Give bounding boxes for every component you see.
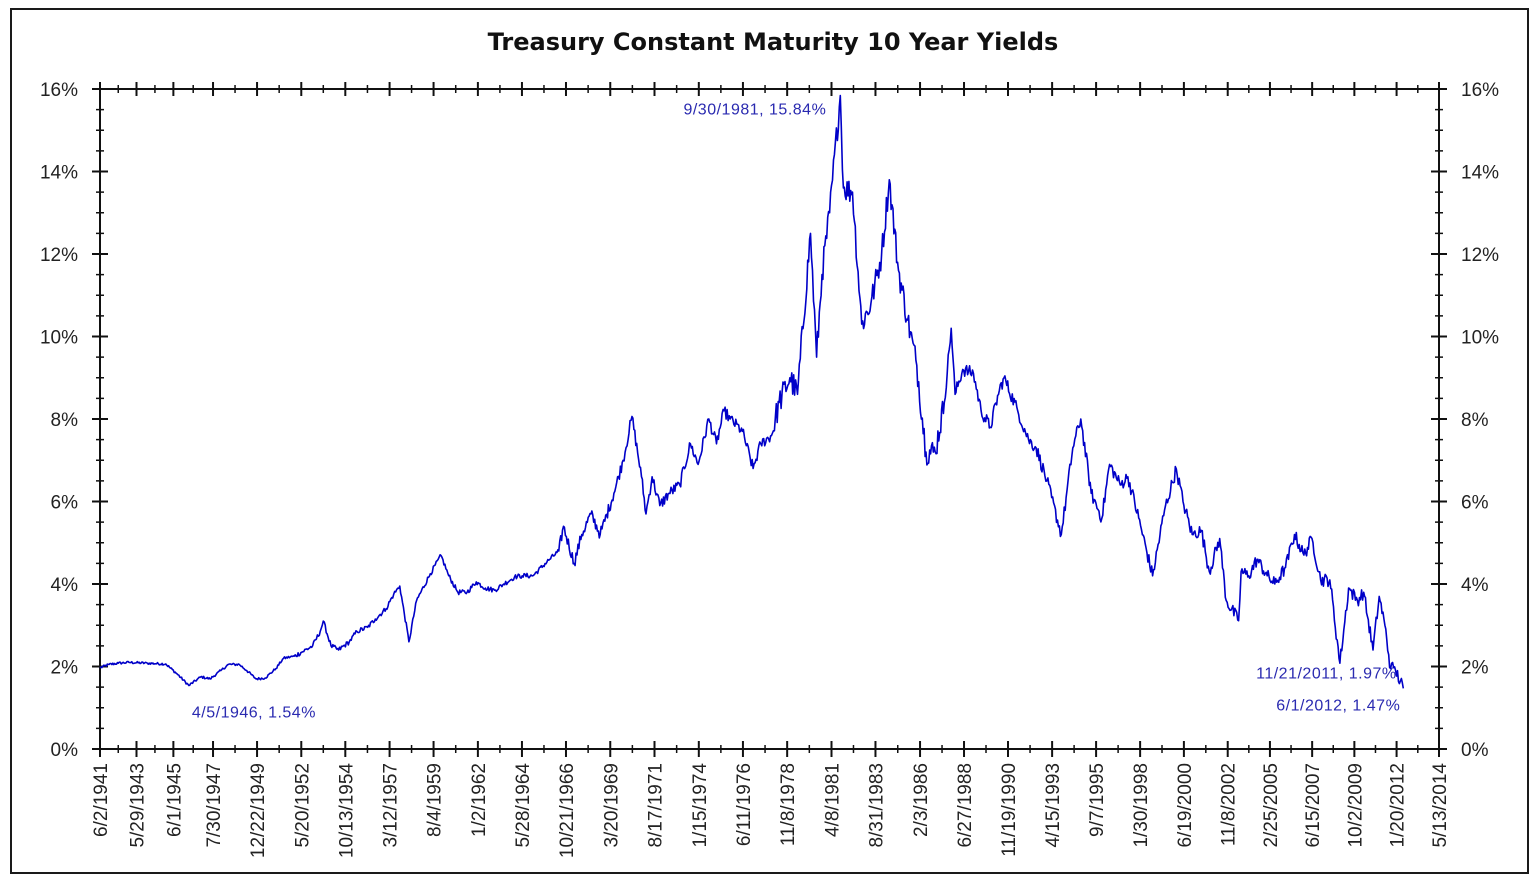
axes bbox=[99, 88, 1440, 750]
y-tick-label: 12% bbox=[40, 245, 78, 266]
y-tick-label: 16% bbox=[40, 80, 78, 101]
x-tick-label: 5/29/1943 bbox=[127, 763, 148, 848]
x-tick-label: 6/27/1988 bbox=[955, 763, 976, 848]
x-tick-label: 1/15/1974 bbox=[690, 763, 711, 848]
point-annotation: 6/1/2012, 1.47% bbox=[1276, 697, 1400, 714]
x-tick-label: 1/2/1962 bbox=[469, 763, 490, 837]
point-annotation: 11/21/2011, 1.97% bbox=[1256, 666, 1396, 683]
y-tick-label: 2% bbox=[51, 658, 79, 679]
x-tick-label: 5/28/1964 bbox=[513, 763, 534, 848]
x-tick-label: 5/13/2014 bbox=[1430, 763, 1451, 848]
y-tick-label: 14% bbox=[40, 163, 78, 184]
x-tick-label: 10/13/1954 bbox=[336, 763, 357, 859]
y-tick-label-right: 6% bbox=[1461, 493, 1489, 514]
point-annotation: 4/5/1946, 1.54% bbox=[192, 705, 316, 722]
y-tick-label-right: 12% bbox=[1461, 245, 1499, 266]
series-layer bbox=[99, 94, 1405, 689]
y-tick-label: 0% bbox=[51, 740, 79, 761]
y-tick-label-right: 0% bbox=[1461, 740, 1489, 761]
x-tick-label: 10/2/2009 bbox=[1345, 763, 1366, 848]
y-tick-label-right: 4% bbox=[1461, 575, 1489, 596]
annotations: 9/30/1981, 15.84% 4/5/1946, 1.54% 11/21/20… bbox=[192, 102, 1400, 722]
y-tick-label: 6% bbox=[51, 493, 79, 514]
x-tick-label: 1/20/2012 bbox=[1388, 763, 1409, 848]
y-tick-label-right: 14% bbox=[1461, 163, 1499, 184]
x-tick-label: 8/17/1971 bbox=[645, 763, 666, 848]
y-tick-label-right: 10% bbox=[1461, 328, 1499, 349]
x-tick-label: 6/11/1976 bbox=[734, 763, 755, 846]
x-tick-label: 11/8/1978 bbox=[778, 763, 799, 846]
x-tick-label: 8/31/1983 bbox=[866, 763, 887, 848]
x-tick-label: 3/20/1969 bbox=[601, 763, 622, 848]
x-tick-label: 5/20/1952 bbox=[292, 763, 313, 848]
x-tick-label: 11/19/1990 bbox=[999, 763, 1020, 857]
yield-series-line bbox=[99, 94, 1405, 689]
x-tick-label: 9/7/1995 bbox=[1087, 763, 1108, 837]
x-tick-label: 6/2/1941 bbox=[91, 763, 112, 837]
y-tick-label: 8% bbox=[51, 410, 79, 431]
x-tick-label: 2/3/1986 bbox=[911, 763, 932, 837]
y-tick-label-right: 8% bbox=[1461, 410, 1489, 431]
x-tick-label: 6/19/2000 bbox=[1175, 763, 1196, 848]
point-annotation: 9/30/1981, 15.84% bbox=[683, 102, 826, 119]
y-tick-label: 4% bbox=[51, 575, 79, 596]
x-tick-label: 2/25/2005 bbox=[1261, 763, 1282, 848]
x-tick-label: 10/21/1966 bbox=[557, 763, 578, 858]
y-tick-label-right: 16% bbox=[1461, 80, 1499, 101]
x-tick-label: 11/8/2002 bbox=[1219, 763, 1240, 846]
x-tick-label: 4/8/1981 bbox=[822, 763, 843, 837]
axis-ticks: 0% 0% 2% 2% 4% 4% 6% 6% 8% 8% 10% 10% 12% 12% 14% 14% 16… bbox=[40, 80, 1499, 858]
chart-title: Treasury Constant Maturity 10 Year Yield… bbox=[487, 28, 1059, 56]
x-tick-label: 12/22/1949 bbox=[248, 763, 269, 858]
x-tick-label: 4/15/1993 bbox=[1043, 763, 1064, 848]
y-tick-label-right: 2% bbox=[1461, 658, 1489, 679]
x-tick-label: 1/30/1998 bbox=[1131, 763, 1152, 848]
y-tick-label: 10% bbox=[40, 328, 78, 349]
x-tick-label: 7/30/1947 bbox=[204, 763, 225, 848]
x-tick-label: 6/1/1945 bbox=[164, 763, 185, 837]
x-tick-label: 6/15/2007 bbox=[1303, 763, 1324, 848]
x-tick-label: 8/4/1959 bbox=[425, 763, 446, 837]
x-tick-label: 3/12/1957 bbox=[381, 763, 402, 848]
